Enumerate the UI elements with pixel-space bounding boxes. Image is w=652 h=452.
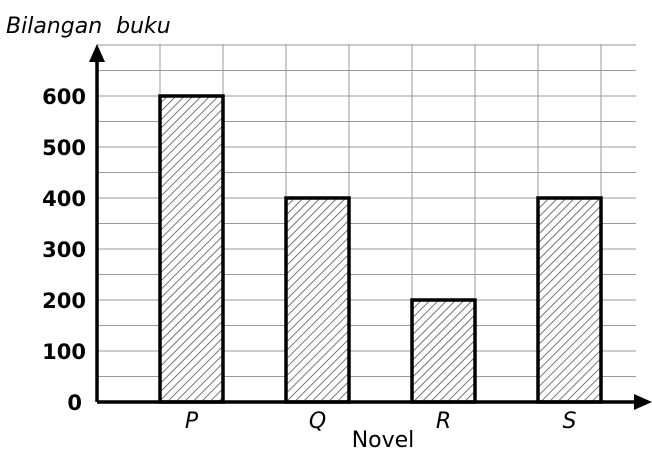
y-tick-label: 300 bbox=[42, 238, 86, 262]
y-axis-arrow-icon bbox=[89, 44, 105, 62]
y-tick-label: 500 bbox=[42, 136, 86, 160]
bar-R bbox=[410, 298, 477, 404]
y-tick-label: 400 bbox=[42, 187, 86, 211]
y-tick-label: 600 bbox=[42, 85, 86, 109]
category-label-Q: Q bbox=[309, 409, 326, 434]
y-tick-label: 100 bbox=[42, 340, 86, 364]
category-labels: P Q R S bbox=[185, 409, 577, 434]
category-label-P: P bbox=[185, 409, 199, 434]
x-axis-label: Novel bbox=[352, 428, 415, 452]
category-label-R: R bbox=[436, 409, 451, 434]
bars bbox=[158, 94, 603, 404]
y-tick-labels: 0 100 200 300 400 500 600 bbox=[42, 85, 86, 415]
bar-Q bbox=[284, 196, 351, 404]
bar-S bbox=[536, 196, 603, 404]
y-axis-label: Bilangan buku bbox=[6, 14, 171, 39]
y-tick-label: 0 bbox=[67, 391, 82, 415]
x-axis-arrow-icon bbox=[634, 394, 652, 410]
category-label-S: S bbox=[563, 409, 577, 434]
bar-P bbox=[158, 94, 225, 404]
y-tick-label: 200 bbox=[42, 289, 86, 313]
